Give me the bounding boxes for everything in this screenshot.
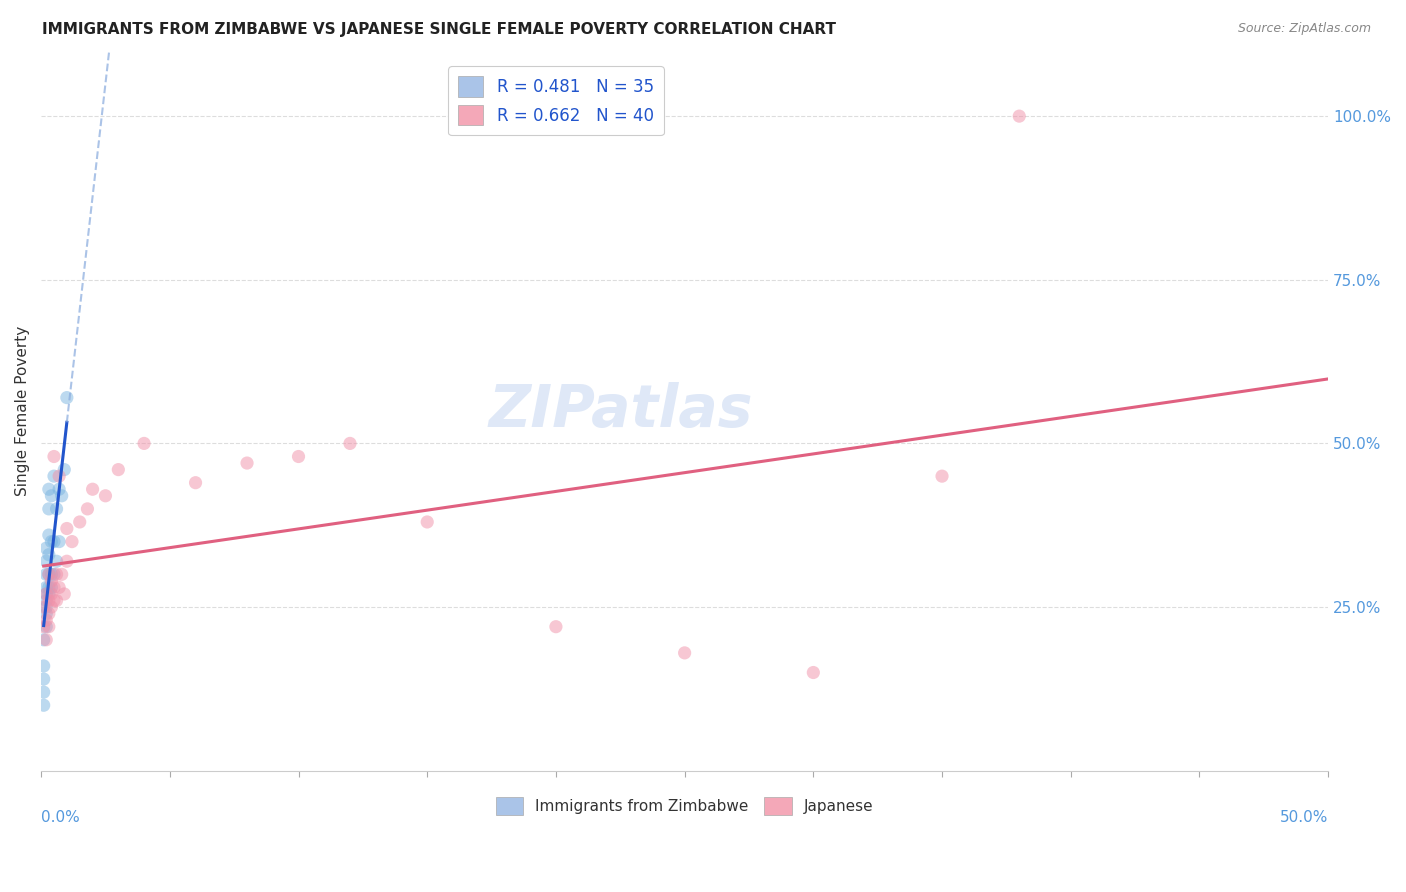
- Point: [32, 659, 55, 673]
- Point: [76, 501, 98, 516]
- Point: [41, 600, 63, 615]
- Point: [42, 469, 65, 483]
- Point: [48, 534, 70, 549]
- Point: [38, 482, 60, 496]
- Point: [42, 450, 65, 464]
- Point: [35, 567, 58, 582]
- Point: [35, 554, 58, 568]
- Point: [339, 436, 361, 450]
- Point: [82, 482, 104, 496]
- Point: [41, 489, 63, 503]
- Point: [35, 587, 58, 601]
- Point: [45, 593, 67, 607]
- Point: [35, 620, 58, 634]
- Point: [32, 600, 55, 615]
- Point: [56, 554, 79, 568]
- Point: [132, 436, 155, 450]
- Point: [41, 581, 63, 595]
- Point: [35, 587, 58, 601]
- Y-axis label: Single Female Poverty: Single Female Poverty: [15, 326, 30, 496]
- Point: [107, 462, 129, 476]
- Point: [38, 567, 60, 582]
- Point: [69, 515, 91, 529]
- Point: [416, 515, 439, 529]
- Point: [184, 475, 207, 490]
- Point: [51, 567, 73, 582]
- Point: [801, 665, 824, 680]
- Point: [42, 593, 65, 607]
- Point: [35, 632, 58, 647]
- Point: [53, 587, 76, 601]
- Point: [32, 685, 55, 699]
- Point: [41, 587, 63, 601]
- Point: [38, 593, 60, 607]
- Text: 0.0%: 0.0%: [41, 810, 80, 825]
- Point: [41, 567, 63, 582]
- Point: [35, 600, 58, 615]
- Point: [56, 391, 79, 405]
- Point: [38, 501, 60, 516]
- Point: [35, 541, 58, 556]
- Point: [38, 620, 60, 634]
- Point: [42, 567, 65, 582]
- Point: [32, 620, 55, 634]
- Point: [35, 613, 58, 627]
- Point: [42, 534, 65, 549]
- Text: IMMIGRANTS FROM ZIMBABWE VS JAPANESE SINGLE FEMALE POVERTY CORRELATION CHART: IMMIGRANTS FROM ZIMBABWE VS JAPANESE SIN…: [42, 22, 837, 37]
- Point: [38, 548, 60, 562]
- Point: [94, 489, 117, 503]
- Point: [35, 607, 58, 621]
- Point: [236, 456, 259, 470]
- Point: [41, 534, 63, 549]
- Point: [60, 534, 83, 549]
- Point: [48, 482, 70, 496]
- Text: Source: ZipAtlas.com: Source: ZipAtlas.com: [1237, 22, 1371, 36]
- Point: [32, 672, 55, 686]
- Point: [51, 489, 73, 503]
- Point: [931, 469, 953, 483]
- Point: [1008, 109, 1031, 123]
- Point: [32, 698, 55, 713]
- Point: [48, 581, 70, 595]
- Point: [45, 567, 67, 582]
- Point: [45, 501, 67, 516]
- Point: [53, 462, 76, 476]
- Text: ZIPatlas: ZIPatlas: [488, 382, 752, 439]
- Point: [32, 632, 55, 647]
- Point: [48, 469, 70, 483]
- Point: [38, 587, 60, 601]
- Point: [287, 450, 309, 464]
- Point: [673, 646, 696, 660]
- Point: [38, 528, 60, 542]
- Point: [544, 620, 567, 634]
- Point: [45, 554, 67, 568]
- Point: [38, 607, 60, 621]
- Point: [41, 574, 63, 588]
- Point: [35, 593, 58, 607]
- Point: [56, 522, 79, 536]
- Point: [42, 581, 65, 595]
- Point: [35, 581, 58, 595]
- Text: 50.0%: 50.0%: [1279, 810, 1329, 825]
- Point: [38, 567, 60, 582]
- Legend: Immigrants from Zimbabwe, Japanese: Immigrants from Zimbabwe, Japanese: [489, 791, 880, 821]
- Point: [38, 581, 60, 595]
